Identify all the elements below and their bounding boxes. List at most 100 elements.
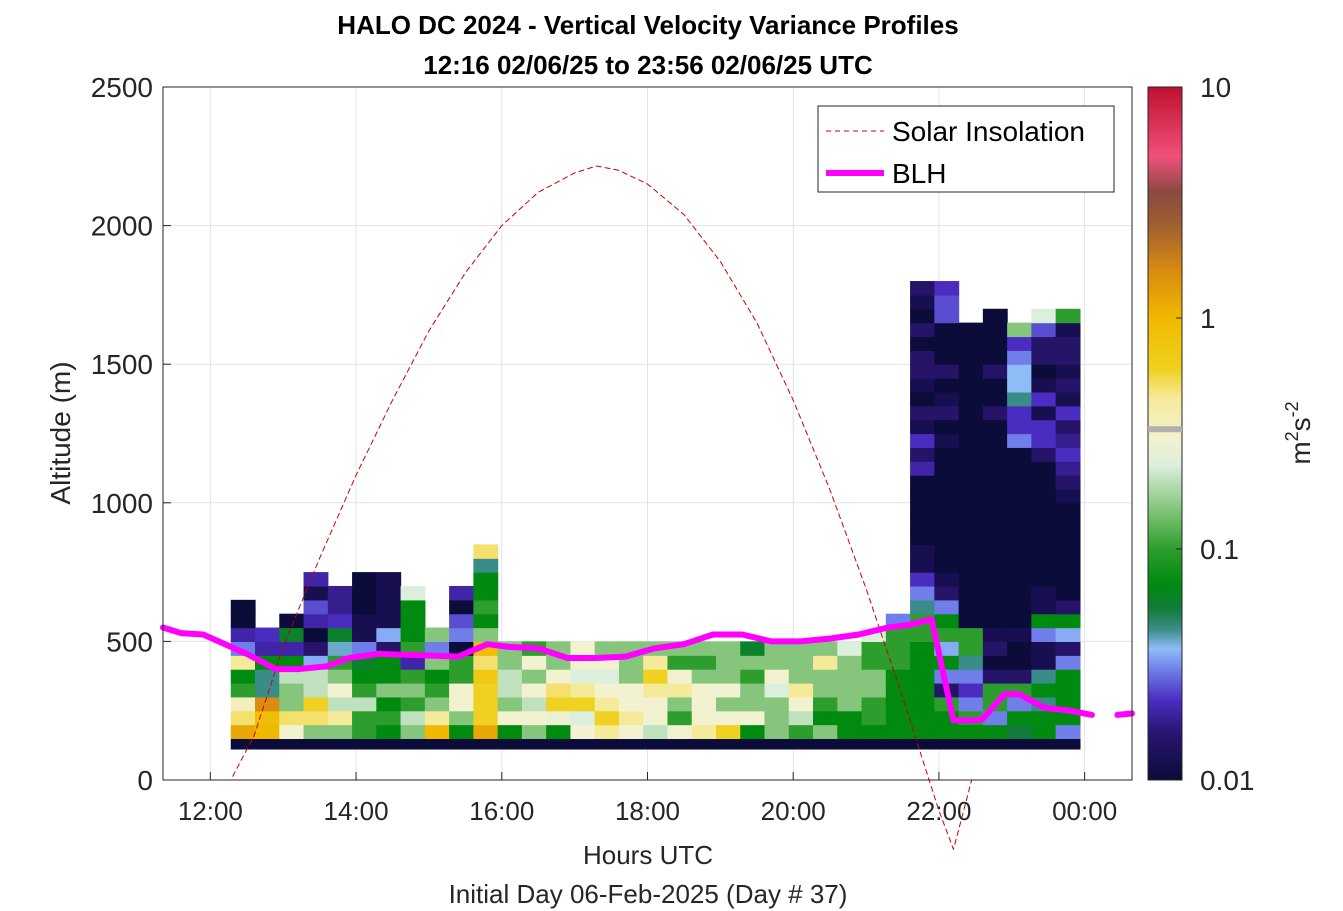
- heatmap-cell: [1055, 599, 1081, 615]
- heatmap-cell: [1031, 655, 1057, 670]
- heatmap-cell: [1007, 502, 1032, 518]
- heatmap-cell: [424, 627, 450, 642]
- heatmap-cell: [982, 433, 1008, 448]
- heatmap-cell: [910, 669, 935, 684]
- heatmap-cell: [521, 724, 547, 740]
- y-axis-label: Altitude (m): [45, 361, 76, 504]
- heatmap-cell: [473, 544, 499, 559]
- heatmap-cell: [1031, 599, 1057, 615]
- heatmap-cell: [643, 724, 669, 740]
- heatmap-cell: [910, 682, 935, 698]
- heatmap-cell: [958, 585, 984, 601]
- heatmap-cell: [570, 710, 596, 726]
- heatmap-cell: [861, 696, 887, 712]
- heatmap-cell: [764, 710, 790, 726]
- heatmap-cell: [715, 669, 741, 684]
- heatmap-cell: [910, 475, 935, 490]
- heatmap-cell: [643, 738, 669, 750]
- heatmap-cell: [958, 502, 984, 518]
- heatmap-cell: [618, 724, 644, 740]
- heatmap-cell: [400, 669, 426, 684]
- heatmap-cell: [1031, 488, 1057, 504]
- heatmap-cell: [352, 696, 377, 712]
- heatmap-cell: [570, 724, 596, 740]
- heatmap-cell: [813, 669, 838, 684]
- heatmap-cell: [449, 710, 474, 726]
- heatmap-cell: [958, 530, 984, 545]
- heatmap-cell: [982, 364, 1008, 379]
- heatmap-cell: [910, 710, 935, 726]
- heatmap-cell: [958, 475, 984, 490]
- series-lines: [160, 165, 1135, 850]
- chart-subtitle: 12:16 02/06/25 to 23:56 02/06/25 UTC: [423, 50, 873, 80]
- heatmap-cell: [788, 710, 814, 726]
- heatmap-cell: [1007, 710, 1032, 726]
- heatmap-cell: [303, 682, 329, 698]
- heatmap-cell: [376, 627, 402, 642]
- heatmap-cell: [764, 738, 790, 750]
- y-tick-label: 1000: [91, 488, 153, 519]
- heatmap-cell: [643, 696, 669, 712]
- heatmap-cell: [934, 475, 960, 490]
- heatmap-cell: [1031, 378, 1057, 393]
- heatmap-cell: [958, 378, 984, 393]
- heatmap-cell: [473, 724, 499, 740]
- x-tick-label: 14:00: [324, 796, 389, 826]
- heatmap-cell: [934, 378, 960, 393]
- heatmap-cell: [667, 724, 693, 740]
- heatmap-cell: [1007, 613, 1032, 629]
- heatmap-cell: [934, 405, 960, 421]
- heatmap-cell: [327, 599, 353, 615]
- heatmap-cell: [449, 682, 474, 698]
- heatmap-cell: [740, 682, 766, 698]
- heatmap-cell: [910, 419, 935, 435]
- heatmap-cell: [327, 696, 353, 712]
- heatmap-cell: [618, 682, 644, 698]
- heatmap-cell: [279, 738, 305, 750]
- heatmap-cell: [230, 627, 256, 642]
- heatmap-cell: [1055, 585, 1081, 601]
- heatmap-cell: [934, 336, 960, 351]
- heatmap-cell: [982, 669, 1008, 684]
- heatmap-cell: [1055, 433, 1081, 448]
- heatmap-cell: [303, 641, 329, 656]
- heatmap-cell: [1055, 364, 1081, 379]
- x-tick-label: 18:00: [615, 796, 680, 826]
- heatmap-cell: [982, 724, 1008, 740]
- heatmap-cell: [764, 682, 790, 698]
- heatmap-cell: [958, 599, 984, 615]
- heatmap-cell: [376, 682, 402, 698]
- heatmap-cell: [715, 710, 741, 726]
- x-axis: 12:00 14:00 16:00 18:00 20:00 22:00 00:00: [178, 772, 1117, 826]
- heatmap-cell: [1007, 738, 1032, 750]
- heatmap-cell: [327, 682, 353, 698]
- heatmap-cell: [788, 641, 814, 656]
- heatmap-cell: [497, 682, 523, 698]
- colorbar: 0.01 0.1 1 10 m2s-2: [1147, 72, 1316, 796]
- heatmap-cell: [1031, 710, 1057, 726]
- heatmap-cell: [352, 669, 377, 684]
- heatmap-cell: [400, 724, 426, 740]
- heatmap-cell: [982, 613, 1008, 629]
- heatmap-cell: [958, 350, 984, 365]
- heatmap-cell: [740, 655, 766, 670]
- heatmap-cell: [934, 391, 960, 407]
- heatmap-cell: [982, 350, 1008, 365]
- heatmap-cell: [1031, 447, 1057, 462]
- heatmap-cell: [667, 655, 693, 670]
- heatmap-cell: [1055, 350, 1081, 365]
- legend: Solar Insolation BLH: [817, 105, 1115, 193]
- heatmap-cell: [230, 724, 256, 740]
- heatmap-cell: [594, 641, 620, 656]
- heatmap-cell: [934, 599, 960, 615]
- heatmap-cell: [715, 641, 741, 656]
- colorbar-gray-mark: [1148, 426, 1182, 433]
- heatmap-cell: [400, 655, 426, 670]
- heatmap-cell: [546, 710, 572, 726]
- heatmap-cell: [910, 364, 935, 379]
- y-tick-label: 2500: [91, 72, 153, 103]
- heatmap-cell: [1055, 655, 1081, 670]
- heatmap-cell: [715, 724, 741, 740]
- heatmap-cell: [764, 641, 790, 656]
